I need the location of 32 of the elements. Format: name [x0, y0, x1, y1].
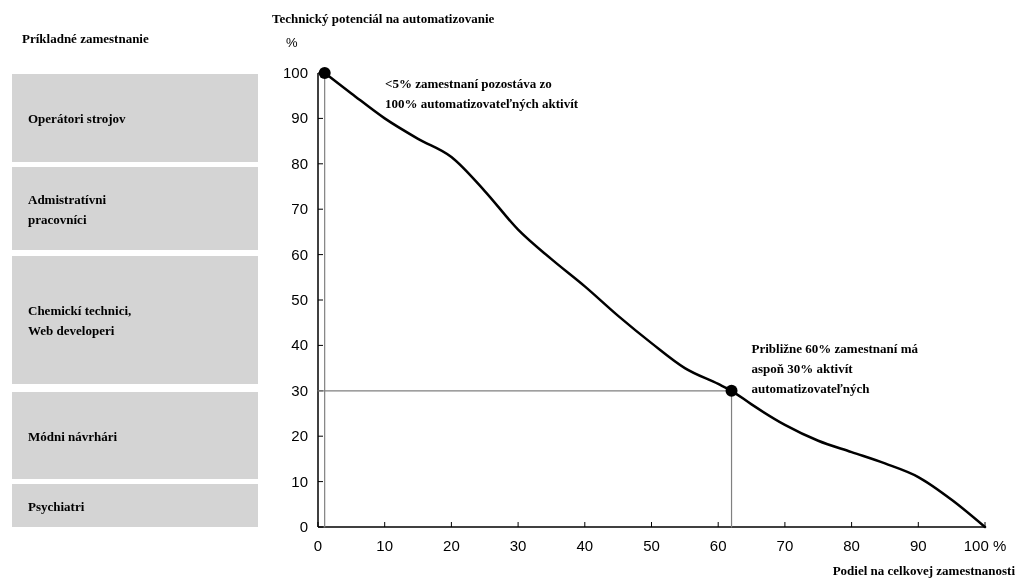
text: Psychiatri: [28, 498, 85, 514]
y-tick-label: 50: [291, 291, 308, 308]
annotation: Približne 60% zamestnaní má aspoň 30% aktivít automatizovateľných: [751, 340, 919, 396]
x-axis-title: Podiel na celkovej zamestnanosti: [832, 563, 1016, 578]
y-axis-title: Technický potenciál na automatizovanie %: [272, 11, 495, 50]
text: Admistratívni pracovníci: [28, 191, 107, 227]
text: Operátori strojov: [28, 111, 127, 126]
y-tick-label: 10: [291, 472, 308, 490]
y-tick-label: 0: [299, 518, 308, 535]
text: Chemickí technici, Web developeri: [28, 303, 132, 338]
y-tick-label: 40: [291, 336, 308, 354]
x-tick-label: 20: [443, 537, 460, 554]
x-tick-label: 40: [576, 537, 594, 554]
x-tick-label: 0: [313, 537, 323, 554]
x-tick-label: 80: [843, 537, 860, 554]
text: Príkladné zamestnanie: [22, 31, 149, 46]
y-tick-label: 60: [291, 245, 308, 263]
text: Módni návrhári: [28, 428, 118, 444]
x-tick-label: 100 %: [963, 537, 1007, 554]
x-tick-label: 70: [776, 537, 794, 554]
x-tick-label: 10: [376, 537, 394, 554]
y-tick-label: 70: [291, 200, 308, 218]
x-tick-label: 50: [643, 537, 660, 554]
x-tick-label: 90: [909, 537, 927, 554]
y-tick-label: 100: [282, 64, 308, 81]
y-tick-label: 90: [291, 109, 308, 127]
y-tick-label: 30: [291, 381, 308, 399]
x-tick-label: 30: [509, 537, 527, 554]
y-tick-label: 20: [291, 427, 308, 445]
annotation: <5% zamestnaní pozostáva zo 100% automatizovateľných aktivít: [385, 76, 579, 111]
x-tick-label: 60: [709, 537, 727, 554]
y-tick-label: 80: [291, 154, 308, 172]
